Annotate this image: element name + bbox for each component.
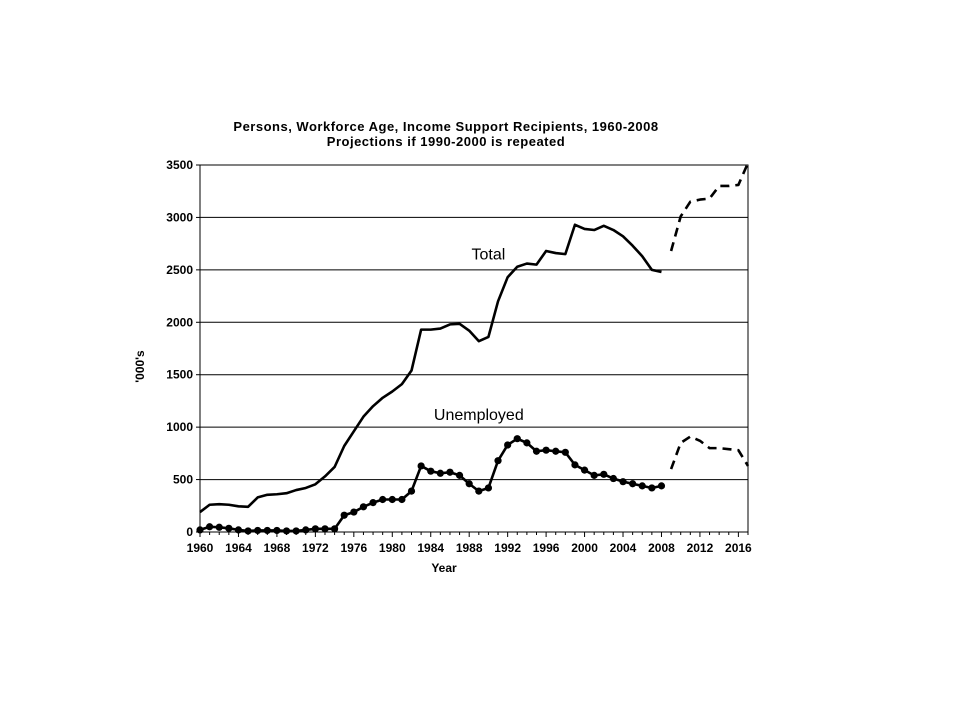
series-1-point <box>244 527 252 535</box>
series-1-point <box>225 524 233 532</box>
y-tick-label: 1000 <box>166 420 193 434</box>
series-1-point <box>350 508 358 516</box>
series-1-point <box>407 487 416 495</box>
series-1-point <box>311 525 319 533</box>
y-tick-label: 1500 <box>166 368 193 382</box>
x-tick-label: 1960 <box>187 541 214 555</box>
series-1-point <box>455 471 464 479</box>
series-1-point <box>600 470 608 478</box>
plot-area-border <box>199 164 749 533</box>
series-1-point <box>388 495 396 504</box>
series-1-point <box>340 511 348 519</box>
series-1-point <box>504 441 512 449</box>
series-1-point <box>532 447 541 455</box>
series-1-point <box>302 526 310 534</box>
series-1-point <box>292 527 300 535</box>
chart-frame: Persons, Workforce Age, Income Support R… <box>132 110 760 588</box>
x-tick-label: 2004 <box>610 541 637 555</box>
series-line-0 <box>199 223 662 514</box>
x-tick-label: 1976 <box>340 541 367 555</box>
chart-title: Persons, Workforce Age, Income Support R… <box>132 119 760 149</box>
x-tick-label: 1988 <box>456 541 483 555</box>
series-1-point <box>619 478 627 486</box>
annotations: Total Unemployed <box>434 246 524 423</box>
series-1-point <box>321 525 329 533</box>
series-1-point <box>552 447 560 455</box>
series-1-point <box>436 469 444 477</box>
x-tick-label: 1984 <box>417 541 444 555</box>
series-1-point <box>234 526 243 534</box>
series-group <box>196 162 750 535</box>
series-line-3 <box>669 435 750 470</box>
annotation-label: Total <box>472 246 506 263</box>
series-1-point <box>465 480 473 488</box>
series-1-point <box>657 482 666 490</box>
series-1-point <box>638 482 646 490</box>
series-1-point <box>417 462 425 470</box>
x-tick-label: 2016 <box>725 541 752 555</box>
series-1-point <box>561 448 569 456</box>
series-1-point <box>263 526 271 535</box>
series-1-point <box>330 525 339 533</box>
series-1-point <box>629 480 637 488</box>
series-1-point <box>206 523 214 531</box>
series-line-2 <box>669 162 750 252</box>
y-tick-label: 2000 <box>166 315 193 329</box>
annotation-label: Unemployed <box>434 407 524 424</box>
series-1-point <box>571 461 579 469</box>
series-1-point <box>359 503 368 511</box>
x-axis-title: Year <box>431 561 457 575</box>
x-tick-label: 2000 <box>571 541 598 555</box>
x-tick-label: 2008 <box>648 541 675 555</box>
y-tick-label: 3500 <box>166 158 193 172</box>
series-1-point <box>580 466 589 474</box>
series-1-point <box>254 526 262 535</box>
x-tick-label: 1992 <box>494 541 521 555</box>
series-1-point <box>513 435 521 443</box>
y-axis-title: '000's <box>133 350 147 383</box>
series-1-point <box>398 495 406 504</box>
gridlines <box>200 164 748 481</box>
y-axis-ticks: 0 500 1000 1500 2000 2500 3000 3500 <box>166 158 200 539</box>
y-tick-label: 0 <box>186 525 193 539</box>
series-1-point <box>427 467 435 475</box>
series-1-point <box>494 457 502 465</box>
series-1-point <box>542 446 550 454</box>
x-tick-label: 1996 <box>533 541 560 555</box>
series-1-point <box>484 484 493 492</box>
x-tick-label: 1968 <box>264 541 291 555</box>
series-1-point <box>648 484 656 492</box>
series-1-point <box>475 487 483 495</box>
chart-title-line2: Projections if 1990-2000 is repeated <box>326 134 566 149</box>
x-tick-label: 1972 <box>302 541 329 555</box>
series-1-point <box>369 499 377 507</box>
y-tick-label: 2500 <box>166 263 193 277</box>
x-tick-label: 1964 <box>225 541 252 555</box>
series-1-point <box>523 439 531 447</box>
series-1-point <box>215 523 223 531</box>
series-1-point <box>273 526 281 535</box>
series-1-point <box>379 495 387 504</box>
x-axis-ticks: 1960 1964 1968 1972 1976 1980 1984 1988 1992 1996… <box>187 532 752 555</box>
x-tick-label: 2012 <box>687 541 714 555</box>
series-1-point <box>446 468 454 476</box>
series-1-point <box>282 527 291 535</box>
x-tick-label: 1980 <box>379 541 406 555</box>
series-1-point <box>609 474 618 483</box>
chart-title-line1: Persons, Workforce Age, Income Support R… <box>233 119 659 134</box>
y-tick-label: 3000 <box>166 210 193 224</box>
series-1-point <box>590 471 598 479</box>
y-tick-label: 500 <box>173 473 193 487</box>
series-line-1 <box>199 437 662 533</box>
